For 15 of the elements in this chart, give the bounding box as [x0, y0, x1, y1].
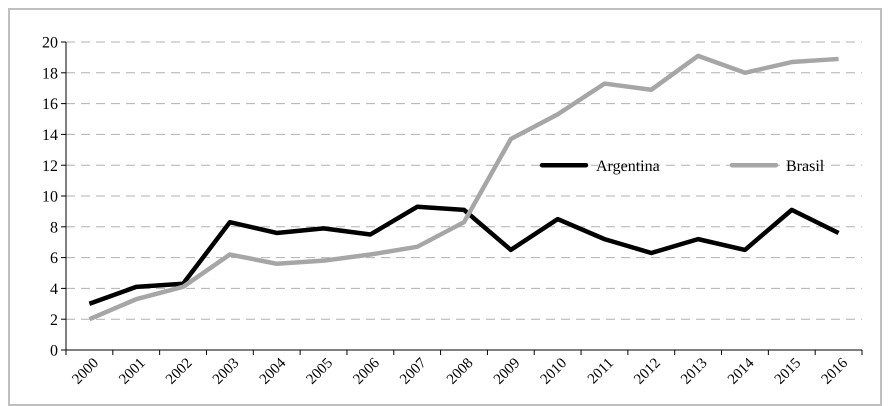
- y-tick-label: 14: [42, 127, 58, 144]
- y-tick-label: 20: [42, 34, 58, 52]
- y-tick-label: 10: [42, 188, 58, 206]
- y-tick-label: 4: [50, 281, 58, 298]
- line-series: [87, 204, 841, 306]
- y-tick-label: 6: [50, 250, 58, 268]
- legend-label: Brasil: [786, 158, 825, 175]
- legend-label: Argentina: [596, 158, 660, 175]
- y-tick-label: 12: [42, 158, 58, 175]
- y-tick-label: 16: [42, 96, 58, 114]
- y-tick-label: 0: [50, 342, 58, 360]
- y-tick-label: 8: [50, 219, 58, 236]
- y-tick-label: 18: [42, 65, 58, 82]
- y-tick-label: 2: [50, 312, 58, 329]
- x-tick-label: 2011: [584, 355, 618, 388]
